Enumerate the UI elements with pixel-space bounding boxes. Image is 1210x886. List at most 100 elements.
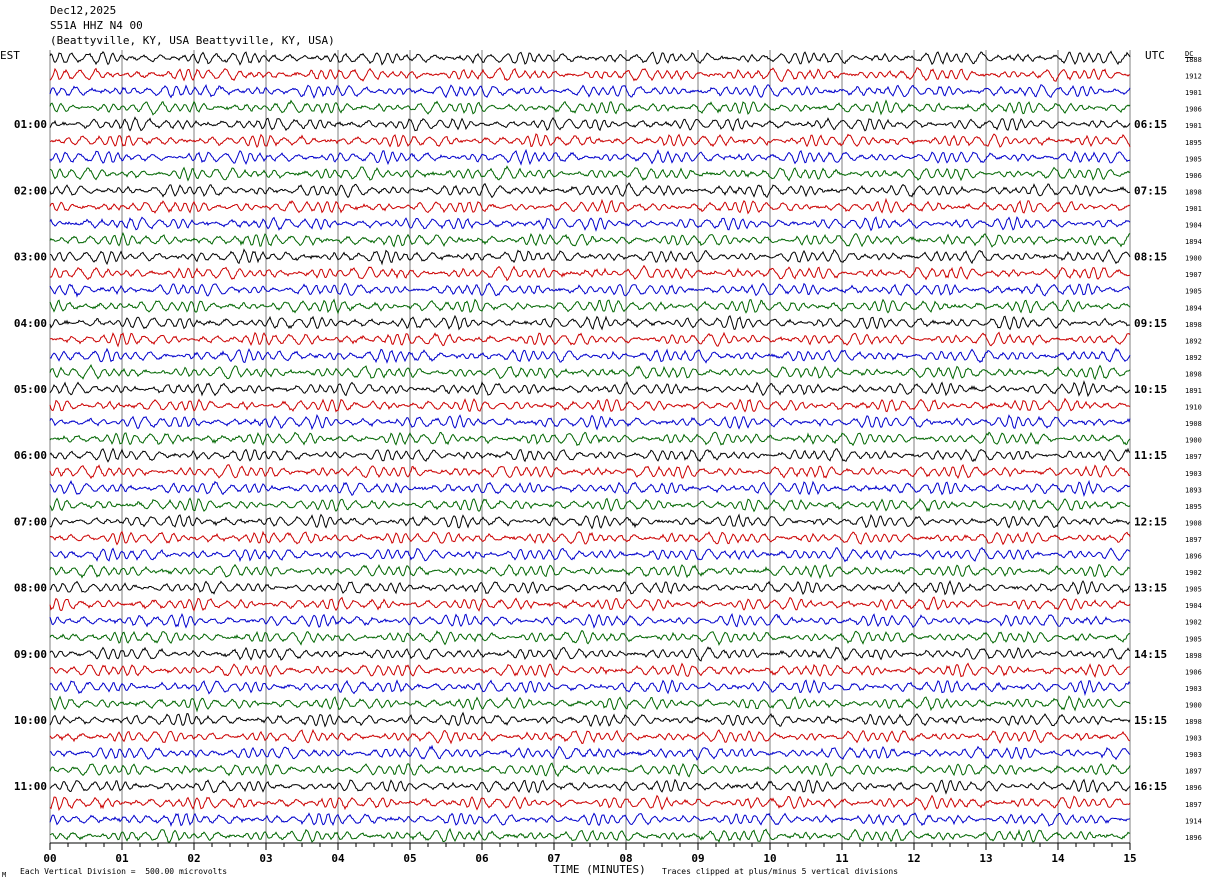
dc-offset-value: 1896 — [1185, 784, 1202, 792]
dc-offset-value: 1898 — [1185, 652, 1202, 660]
dc-offset-value: 1897 — [1185, 801, 1202, 809]
dc-label: DC — [1185, 50, 1194, 58]
dc-offset-value: 1900 — [1185, 255, 1202, 263]
seismic-trace — [49, 479, 1131, 497]
x-tick-label: 08 — [619, 852, 632, 865]
seismic-trace — [49, 744, 1131, 761]
seismic-trace — [49, 50, 1131, 66]
dc-offset-value: 1901 — [1185, 205, 1202, 213]
seismic-trace — [49, 248, 1131, 266]
seismic-trace — [49, 613, 1131, 629]
dc-offset-value: 1914 — [1185, 817, 1202, 825]
utc-hour-label: 15:15 — [1134, 714, 1167, 727]
seismic-trace — [49, 232, 1131, 248]
seismic-trace — [49, 827, 1131, 843]
seismic-trace — [49, 216, 1131, 232]
x-tick-label: 03 — [259, 852, 272, 865]
dc-offset-value: 1897 — [1185, 536, 1202, 544]
dc-offset-value: 1906 — [1185, 668, 1202, 676]
dc-offset-value: 1900 — [1185, 701, 1202, 709]
dc-offset-value: 1895 — [1185, 503, 1202, 511]
x-tick-label: 12 — [907, 852, 920, 865]
dc-offset-value: 1910 — [1185, 404, 1202, 412]
seismic-trace — [49, 431, 1131, 447]
seismic-trace — [49, 380, 1131, 398]
dc-offset-value: 1898 — [1185, 188, 1202, 196]
x-tick-label: 15 — [1123, 852, 1136, 865]
seismic-trace — [49, 397, 1131, 413]
seismic-trace — [49, 497, 1131, 513]
scale-note: Each Vertical Division = 500.00 microvol… — [20, 867, 228, 876]
utc-hour-label: 06:15 — [1134, 118, 1167, 131]
dc-offset-value: 1912 — [1185, 73, 1202, 81]
seismic-trace — [49, 778, 1131, 795]
dc-offset-value: 1898 — [1185, 321, 1202, 329]
seismic-trace — [49, 363, 1131, 381]
dc-offset-value: 1892 — [1185, 354, 1202, 362]
x-tick-label: 14 — [1051, 852, 1065, 865]
dc-offset-value: 1892 — [1185, 337, 1202, 345]
dc-offset-value: 1901 — [1185, 89, 1202, 97]
seismic-trace — [49, 794, 1131, 811]
est-hour-label: 08:00 — [14, 582, 47, 595]
dc-offset-value: 1903 — [1185, 685, 1202, 693]
est-hour-label: 06:00 — [14, 449, 47, 462]
dc-offset-value: 1898 — [1185, 370, 1202, 378]
seismic-trace — [49, 165, 1131, 182]
seismic-trace — [49, 513, 1131, 530]
utc-hour-label: 10:15 — [1134, 383, 1167, 396]
dc-offset-value: 1898 — [1185, 718, 1202, 726]
dc-offset-value: 1901 — [1185, 122, 1202, 130]
est-axis-label: EST — [0, 49, 20, 62]
dc-offset-value: 1906 — [1185, 106, 1202, 114]
seismic-trace — [49, 116, 1131, 132]
dc-offset-value: 1907 — [1185, 271, 1202, 279]
seismic-trace — [49, 347, 1131, 364]
utc-hour-label: 13:15 — [1134, 582, 1167, 595]
dc-offset-value: 1903 — [1185, 735, 1202, 743]
dc-offset-value: 1897 — [1185, 768, 1202, 776]
seismic-trace — [49, 662, 1131, 679]
x-tick-label: 02 — [187, 852, 200, 865]
est-hour-label: 02:00 — [14, 184, 47, 197]
seismic-trace — [49, 264, 1131, 282]
seismic-trace — [49, 148, 1131, 166]
seismic-trace — [49, 812, 1131, 828]
utc-hour-label: 07:15 — [1134, 184, 1167, 197]
x-tick-label: 06 — [475, 852, 489, 865]
seismic-trace — [49, 646, 1131, 662]
seismic-trace — [49, 530, 1131, 546]
dc-offset-value: 1905 — [1185, 635, 1202, 643]
x-axis-title: TIME (MINUTES) — [553, 863, 646, 876]
utc-hour-label: 09:15 — [1134, 317, 1167, 330]
x-tick-label: 01 — [115, 852, 129, 865]
dc-offset-value: 1895 — [1185, 139, 1202, 147]
dc-offset-value: 1896 — [1185, 553, 1202, 561]
seismic-trace — [49, 182, 1131, 199]
est-hour-label: 01:00 — [14, 118, 47, 131]
dc-offset-value: 1905 — [1185, 586, 1202, 594]
seismic-trace — [49, 762, 1131, 778]
dc-offset-value: 1903 — [1185, 470, 1202, 478]
dc-offset-value: 1891 — [1185, 387, 1202, 395]
seismic-trace — [49, 447, 1131, 463]
seismic-trace — [49, 197, 1131, 215]
seismic-trace — [49, 695, 1131, 713]
location-label: (Beattyville, KY, USA Beattyville, KY, U… — [50, 34, 335, 47]
x-tick-label: 00 — [43, 852, 56, 865]
seismic-trace — [49, 298, 1131, 315]
seismic-trace — [49, 67, 1130, 82]
seismic-trace — [49, 314, 1131, 331]
utc-hour-label: 11:15 — [1134, 449, 1167, 462]
dc-offset-value: 1894 — [1185, 304, 1202, 312]
est-hour-label: 05:00 — [14, 383, 47, 396]
date-label: Dec12,2025 — [50, 4, 117, 17]
dc-offset-value: 1894 — [1185, 238, 1202, 246]
seismic-trace — [49, 596, 1131, 612]
clip-note: Traces clipped at plus/minus 5 vertical … — [662, 867, 899, 876]
dc-offset-value: 1905 — [1185, 288, 1202, 296]
dc-offset-value: 1893 — [1185, 486, 1202, 494]
station-label: S51A HHZ N4 00 — [50, 19, 143, 32]
seismic-trace — [49, 629, 1131, 647]
